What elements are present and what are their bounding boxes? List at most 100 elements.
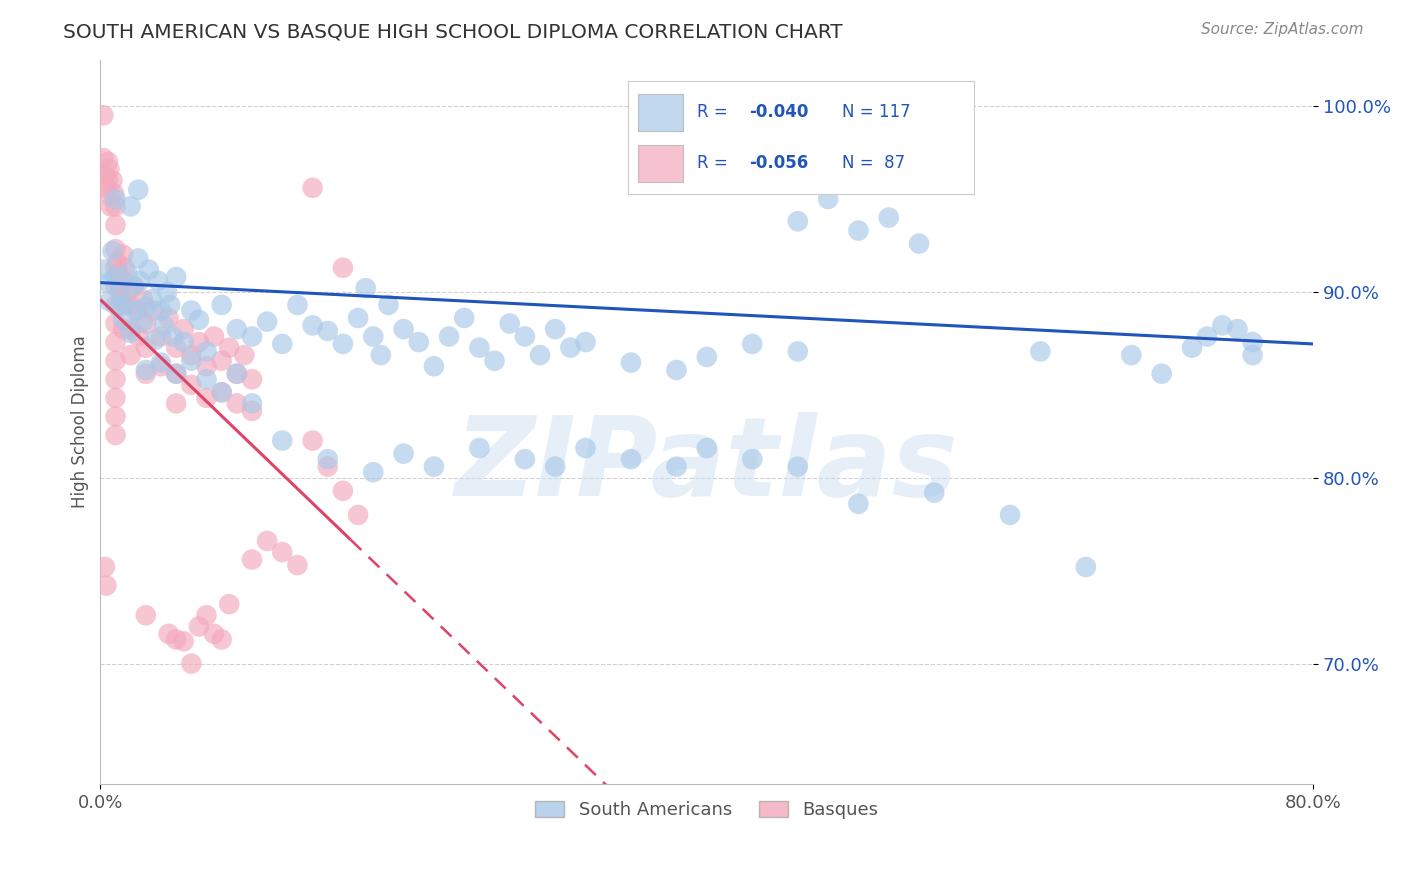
Point: [165, 367, 187, 381]
Point: [1181, 341, 1204, 355]
Point: [786, 344, 808, 359]
Point: [165, 396, 187, 410]
Point: [211, 353, 233, 368]
Point: [620, 452, 643, 467]
Point: [150, 355, 173, 369]
Point: [696, 441, 718, 455]
Point: [96, 181, 118, 195]
Point: [301, 181, 323, 195]
Point: [211, 385, 233, 400]
Point: [156, 285, 179, 299]
Point: [98, 162, 121, 177]
Point: [240, 552, 263, 566]
Point: [93, 108, 115, 122]
Point: [786, 214, 808, 228]
Point: [513, 329, 536, 343]
Point: [150, 329, 173, 343]
Point: [97, 154, 120, 169]
Point: [94, 168, 117, 182]
Point: [104, 317, 127, 331]
Point: [370, 348, 392, 362]
Point: [120, 322, 142, 336]
Point: [150, 303, 173, 318]
Point: [195, 608, 218, 623]
Point: [332, 260, 354, 275]
Point: [105, 255, 128, 269]
Point: [117, 285, 139, 299]
Point: [162, 329, 184, 343]
Point: [240, 372, 263, 386]
Point: [112, 274, 135, 288]
Point: [560, 341, 582, 355]
Point: [104, 270, 127, 285]
Point: [240, 396, 263, 410]
Point: [135, 363, 157, 377]
Point: [104, 242, 127, 256]
Point: [112, 298, 135, 312]
Point: [165, 341, 187, 355]
Point: [484, 353, 506, 368]
Point: [513, 452, 536, 467]
Point: [114, 298, 136, 312]
Point: [332, 337, 354, 351]
Point: [127, 183, 149, 197]
Point: [574, 441, 596, 455]
Point: [117, 266, 139, 280]
Point: [544, 322, 567, 336]
Point: [104, 218, 127, 232]
Point: [97, 173, 120, 187]
Point: [1029, 344, 1052, 359]
Point: [211, 298, 233, 312]
Point: [187, 313, 209, 327]
Point: [225, 396, 247, 410]
Point: [195, 372, 218, 386]
Point: [408, 335, 430, 350]
Point: [98, 188, 121, 202]
Point: [112, 313, 135, 327]
Point: [529, 348, 551, 362]
Point: [150, 359, 173, 374]
Point: [165, 270, 187, 285]
Point: [104, 260, 127, 275]
Point: [146, 274, 169, 288]
Point: [786, 459, 808, 474]
Point: [195, 359, 218, 374]
Point: [157, 627, 180, 641]
Point: [97, 276, 120, 290]
Point: [211, 632, 233, 647]
Point: [94, 560, 117, 574]
Point: [112, 322, 135, 336]
Point: [817, 192, 839, 206]
Point: [347, 508, 370, 522]
Point: [104, 428, 127, 442]
Point: [120, 199, 142, 213]
Point: [225, 367, 247, 381]
Point: [1241, 335, 1264, 350]
Point: [377, 298, 399, 312]
Point: [301, 318, 323, 333]
Point: [120, 298, 142, 312]
Point: [110, 293, 132, 307]
Point: [218, 597, 240, 611]
Point: [998, 508, 1021, 522]
Point: [124, 303, 146, 318]
Point: [225, 367, 247, 381]
Point: [423, 459, 446, 474]
Point: [271, 434, 294, 448]
Point: [104, 372, 127, 386]
Point: [271, 545, 294, 559]
Point: [287, 558, 309, 573]
Point: [848, 224, 870, 238]
Point: [159, 298, 181, 312]
Point: [180, 353, 202, 368]
Point: [468, 341, 491, 355]
Point: [114, 260, 136, 275]
Point: [233, 348, 256, 362]
Point: [453, 310, 475, 325]
Point: [187, 619, 209, 633]
Point: [423, 359, 446, 374]
Point: [104, 409, 127, 424]
Point: [98, 294, 121, 309]
Point: [120, 326, 142, 340]
Point: [287, 298, 309, 312]
